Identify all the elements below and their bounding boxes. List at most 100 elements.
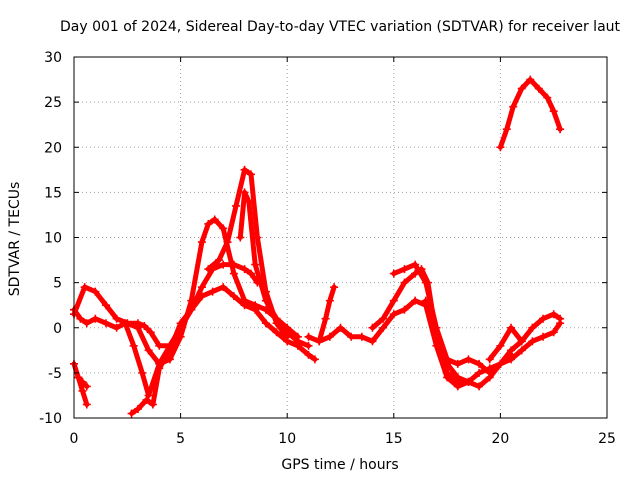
- y-tick-label: -5: [48, 366, 62, 382]
- series-line: [129, 307, 194, 416]
- data-point: [138, 368, 147, 377]
- data-point: [549, 328, 558, 337]
- data-point: [82, 400, 91, 409]
- series-line: [124, 216, 301, 367]
- data-point: [464, 377, 473, 386]
- x-tick-label: 25: [598, 431, 616, 447]
- data-point: [528, 337, 537, 346]
- x-tick-label: 10: [278, 431, 296, 447]
- data-point: [310, 355, 319, 364]
- data-point: [453, 359, 462, 368]
- data-point: [251, 260, 260, 269]
- data-point: [421, 278, 430, 287]
- data-point: [155, 341, 164, 350]
- y-tick-label: 10: [44, 231, 62, 247]
- series-prn-h: [74, 373, 91, 391]
- data-point: [112, 323, 121, 332]
- data-point: [539, 332, 548, 341]
- data-point: [389, 310, 398, 319]
- data-point: [443, 359, 452, 368]
- data-point: [112, 314, 121, 323]
- data-point: [76, 314, 85, 323]
- data-point: [485, 373, 494, 382]
- data-point: [129, 341, 138, 350]
- data-point: [123, 319, 132, 328]
- data-point: [528, 323, 537, 332]
- data-point: [443, 368, 452, 377]
- data-point: [347, 332, 356, 341]
- data-point: [549, 310, 558, 319]
- data-point: [272, 314, 281, 323]
- data-point: [400, 265, 409, 274]
- data-point: [261, 296, 270, 305]
- data-point: [400, 305, 409, 314]
- data-point: [148, 400, 157, 409]
- data-point: [223, 238, 232, 247]
- data-point: [78, 386, 87, 395]
- data-point: [272, 328, 281, 337]
- data-point: [543, 93, 552, 102]
- data-point: [336, 323, 345, 332]
- data-point: [197, 238, 206, 247]
- data-point: [432, 332, 441, 341]
- data-point: [534, 84, 543, 93]
- data-point: [236, 233, 245, 242]
- x-tick-label: 5: [176, 431, 185, 447]
- data-point: [496, 359, 505, 368]
- series-prn-f: [236, 188, 313, 350]
- series-line: [391, 262, 525, 376]
- data-point: [133, 404, 142, 413]
- plot-frame: [73, 56, 608, 419]
- data-point: [240, 296, 249, 305]
- data-point: [507, 323, 516, 332]
- data-point: [246, 170, 255, 179]
- data-point: [82, 382, 91, 391]
- data-point: [556, 314, 565, 323]
- x-tick-label: 20: [491, 431, 509, 447]
- data-point: [246, 269, 255, 278]
- data-point: [91, 287, 100, 296]
- x-axis-label: GPS time / hours: [281, 457, 398, 473]
- data-point: [229, 269, 238, 278]
- data-point: [261, 319, 270, 328]
- series-line: [497, 77, 563, 150]
- data-point: [210, 215, 219, 224]
- data-point: [140, 321, 149, 330]
- series-prn-n: [485, 310, 565, 364]
- data-point: [78, 377, 87, 386]
- data-point: [321, 314, 330, 323]
- data-point: [400, 278, 409, 287]
- data-point: [144, 346, 153, 355]
- data-point: [232, 201, 241, 210]
- data-point: [197, 283, 206, 292]
- data-point: [509, 102, 518, 111]
- data-point: [82, 319, 91, 328]
- data-point: [165, 346, 174, 355]
- data-point: [144, 391, 153, 400]
- data-point: [507, 346, 516, 355]
- data-point: [411, 296, 420, 305]
- y-tick-label: -10: [39, 411, 62, 427]
- y-tick-label: 0: [53, 321, 62, 337]
- data-point: [101, 319, 110, 328]
- data-point: [197, 292, 206, 301]
- data-point: [293, 337, 302, 346]
- y-tick-label: 30: [44, 50, 62, 66]
- data-point: [517, 84, 526, 93]
- data-point: [330, 283, 339, 292]
- data-point: [556, 125, 565, 134]
- data-point: [475, 359, 484, 368]
- data-point: [411, 260, 420, 269]
- data-point: [155, 364, 164, 373]
- data-point: [357, 332, 366, 341]
- data-point: [187, 296, 196, 305]
- data-point: [304, 350, 313, 359]
- series-layer: [70, 75, 565, 418]
- data-point: [229, 292, 238, 301]
- data-point: [379, 314, 388, 323]
- data-point: [74, 373, 83, 382]
- data-point: [475, 382, 484, 391]
- data-point: [240, 188, 249, 197]
- data-point: [549, 107, 558, 116]
